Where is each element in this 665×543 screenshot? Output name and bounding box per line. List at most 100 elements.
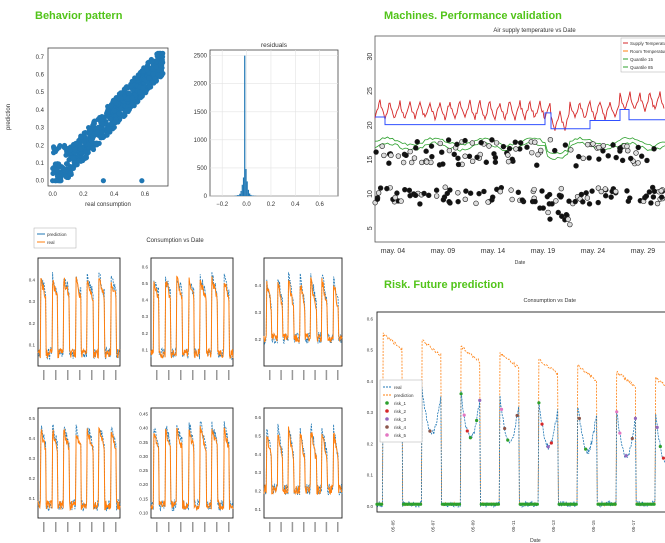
- consumption-x-tick-mark: [291, 522, 294, 532]
- consumption-y-tick: 0.3: [255, 470, 262, 475]
- risk-point: [496, 502, 501, 506]
- air-data-point: [572, 198, 578, 205]
- scatter-point: [85, 141, 91, 148]
- air-data-point: [413, 145, 419, 151]
- air-data-point: [595, 199, 601, 206]
- risk-legend-swatch: [385, 417, 389, 421]
- risk-point: [633, 416, 638, 420]
- air-x-tick: may. 09: [431, 248, 455, 255]
- consumption-x-tick-mark: [168, 522, 170, 532]
- scatter-x-tick: 0.6: [141, 192, 150, 198]
- air-data-point: [451, 151, 457, 158]
- air-data-point: [519, 197, 526, 203]
- risk-point: [540, 422, 544, 426]
- consumption-x-tick-mark: [67, 370, 69, 380]
- air-data-point: [426, 192, 432, 199]
- air-data-point: [529, 149, 535, 156]
- risk-point: [652, 502, 656, 506]
- consumption-x-tick-mark: [55, 522, 57, 532]
- scatter-point: [50, 170, 56, 177]
- air-data-point: [454, 141, 460, 148]
- air-data-point: [412, 192, 419, 199]
- air-data-point: [605, 153, 611, 159]
- residual-bar: [250, 194, 252, 196]
- risk-point: [475, 418, 479, 423]
- consumption-y-tick: 0.15: [139, 496, 148, 501]
- scatter-point: [104, 132, 110, 138]
- consumption-x-tick-mark: [204, 522, 206, 532]
- consumption-y-tick: 0.1: [142, 347, 149, 352]
- air-data-point: [455, 190, 461, 196]
- risk-point: [535, 502, 539, 506]
- scatter-point: [99, 129, 105, 136]
- risk-point: [613, 502, 617, 506]
- air-data-point: [651, 146, 657, 152]
- air-data-point: [625, 147, 631, 154]
- air-data-point: [388, 152, 394, 159]
- air-data-point: [555, 209, 561, 216]
- room-temperature-line: [375, 109, 665, 130]
- air-x-tick: may. 19: [531, 248, 555, 255]
- air-data-point: [547, 137, 554, 143]
- air-data-point: [433, 187, 440, 193]
- air-data-point: [481, 188, 487, 195]
- consumption-x-tick-mark: [314, 522, 316, 532]
- air-data-point: [624, 143, 630, 150]
- air-data-point: [654, 200, 661, 207]
- air-data-point: [392, 194, 398, 201]
- air-data-point: [417, 201, 423, 207]
- air-data-point: [563, 211, 570, 218]
- residual-bar: [249, 193, 251, 196]
- air-data-point: [490, 194, 496, 200]
- risk-x-label: Date: [530, 538, 541, 543]
- scatter-point: [155, 72, 161, 78]
- air-data-point: [445, 137, 452, 143]
- consumption-x-tick-mark: [55, 370, 57, 380]
- scatter-point: [135, 72, 141, 78]
- consumption-x-tick-mark: [291, 370, 294, 380]
- scatter-point: [129, 95, 135, 101]
- air-data-point: [386, 160, 392, 166]
- air-data-point: [540, 205, 546, 211]
- consumption-y-tick: 0.4: [142, 298, 149, 303]
- air-x-tick: may. 14: [481, 248, 505, 255]
- risk-points: [375, 392, 665, 506]
- scatter-point: [116, 111, 122, 117]
- air-data-point: [619, 157, 626, 164]
- consumption-y-tick: 0.2: [142, 331, 149, 336]
- scatter-point: [107, 116, 113, 122]
- scatter-point: [122, 112, 128, 118]
- air-data-point: [595, 185, 602, 191]
- air-data-point: [469, 158, 476, 164]
- air-x-label: Date: [515, 260, 526, 266]
- air-data-point: [658, 188, 664, 194]
- scatter-point: [140, 85, 146, 91]
- air-data-point: [589, 188, 595, 194]
- consumption-grid-chart: Consumption vs Datepredictionreal0.10.20…: [29, 227, 343, 532]
- consumption-x-tick-mark: [91, 522, 93, 532]
- predicted-consumption-line: [150, 275, 234, 359]
- consumption-x-tick-mark: [314, 370, 316, 380]
- risk-point: [506, 438, 510, 442]
- air-data-point: [429, 153, 435, 160]
- air-data-point: [411, 155, 418, 161]
- predicted-consumption-line: [150, 425, 234, 511]
- air-data-point: [469, 140, 476, 146]
- air-data-point: [379, 143, 385, 149]
- air-data-point: [423, 148, 429, 154]
- scatter-x-label: real consumption: [85, 202, 131, 208]
- scatter-point: [94, 125, 100, 131]
- air-data-point: [517, 140, 524, 146]
- air-data-point: [444, 190, 450, 197]
- scatter-point: [73, 140, 79, 146]
- air-data-point: [600, 143, 607, 149]
- air-y-tick: 20: [367, 121, 374, 129]
- scatter-point: [70, 154, 76, 161]
- risk-point: [549, 441, 553, 445]
- air-data-point: [649, 184, 656, 191]
- air-data-point: [424, 159, 430, 165]
- air-data-point: [398, 198, 404, 204]
- scatter-point: [104, 113, 110, 119]
- scatter-point: [51, 145, 57, 151]
- risk-legend-label: risk_4: [394, 425, 407, 430]
